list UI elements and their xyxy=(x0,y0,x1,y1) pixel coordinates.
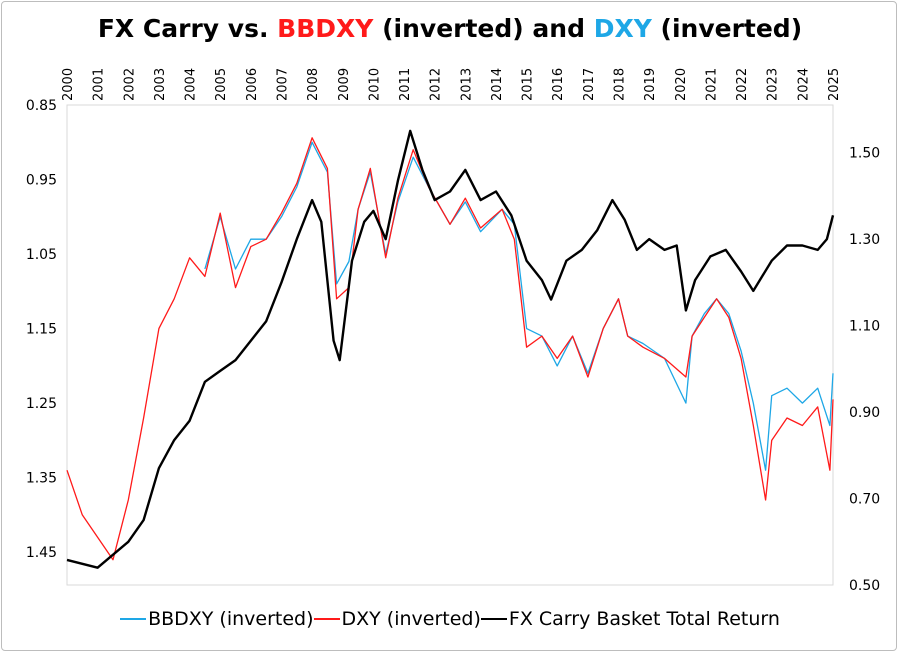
x-tick-label: 2008 xyxy=(306,68,321,101)
left-tick-label: 1.35 xyxy=(26,471,57,487)
legend-item-fx-carry: FX Carry Basket Total Return xyxy=(480,608,780,630)
legend-label: DXY (inverted) xyxy=(341,608,481,630)
x-tick-label: 2001 xyxy=(92,68,107,101)
x-tick-label: 2019 xyxy=(643,68,658,101)
chart-title: FX Carry vs. BBDXY (inverted) and DXY (i… xyxy=(0,14,900,43)
series-line-dxy xyxy=(66,137,834,561)
right-tick-label: 0.50 xyxy=(849,578,880,594)
legend-swatch xyxy=(313,618,340,620)
x-tick-label: 2018 xyxy=(613,68,628,101)
x-tick-label: 2025 xyxy=(827,68,842,101)
legend-item-bbdxy: BBDXY (inverted) xyxy=(120,608,314,630)
plot-area xyxy=(66,104,834,586)
x-tick-label: 2009 xyxy=(337,68,352,101)
series-line-bbdxy xyxy=(204,141,834,471)
legend-swatch xyxy=(480,618,507,620)
x-tick-label: 2020 xyxy=(674,68,689,101)
x-tick-label: 2006 xyxy=(245,68,260,101)
title-part: (inverted) and xyxy=(373,14,594,43)
x-tick-label: 2022 xyxy=(735,68,750,101)
title-bbdxy: BBDXY xyxy=(277,14,374,43)
x-tick-label: 2004 xyxy=(184,68,199,101)
legend-label: BBDXY (inverted) xyxy=(148,608,314,630)
right-tick-label: 1.30 xyxy=(849,232,880,248)
x-tick-label: 2024 xyxy=(796,68,811,101)
legend-swatch xyxy=(120,618,147,620)
x-tick-label: 2014 xyxy=(490,68,505,101)
x-tick-label: 2005 xyxy=(214,68,229,101)
left-tick-label: 1.15 xyxy=(26,322,57,338)
legend-item-dxy: DXY (inverted) xyxy=(313,608,481,630)
title-dxy: DXY xyxy=(593,14,652,43)
right-tick-label: 0.70 xyxy=(849,492,880,508)
title-part: FX Carry vs. xyxy=(97,14,278,43)
x-tick-label: 2016 xyxy=(551,68,566,101)
x-tick-label: 2007 xyxy=(275,68,290,101)
left-tick-label: 1.45 xyxy=(26,545,57,561)
legend: BBDXY (inverted) DXY (inverted) FX Carry… xyxy=(0,608,900,630)
left-tick-label: 0.85 xyxy=(26,98,57,114)
x-tick-label: 2000 xyxy=(61,68,76,101)
x-tick-label: 2012 xyxy=(429,68,444,101)
series-line-fx-carry xyxy=(66,129,835,569)
right-tick-label: 1.50 xyxy=(849,146,880,162)
x-tick-label: 2003 xyxy=(153,68,168,101)
left-tick-label: 0.95 xyxy=(26,173,57,189)
x-tick-label: 2002 xyxy=(122,68,137,101)
x-tick-label: 2011 xyxy=(398,68,413,101)
left-tick-label: 1.25 xyxy=(26,396,57,412)
x-tick-label: 2023 xyxy=(766,68,781,101)
title-part: (inverted) xyxy=(651,14,803,43)
legend-label: FX Carry Basket Total Return xyxy=(508,608,780,630)
right-tick-label: 1.10 xyxy=(849,319,880,335)
x-tick-label: 2021 xyxy=(704,68,719,101)
right-tick-label: 0.90 xyxy=(849,405,880,421)
left-tick-label: 1.05 xyxy=(26,247,57,263)
x-tick-label: 2010 xyxy=(367,68,382,101)
x-tick-label: 2015 xyxy=(521,68,536,101)
x-tick-label: 2017 xyxy=(582,68,597,101)
x-tick-label: 2013 xyxy=(459,68,474,101)
